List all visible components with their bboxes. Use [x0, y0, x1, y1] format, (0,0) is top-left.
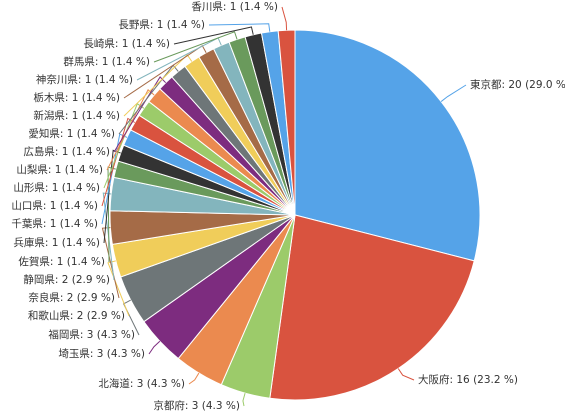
- label-name: 群馬県: [63, 55, 95, 68]
- label-name: 北海道: [98, 377, 130, 390]
- label-value: : 2 (2.9 %): [60, 292, 115, 304]
- label-name: 広島県: [23, 145, 55, 158]
- label-name: 愛知県: [28, 127, 60, 140]
- label-value: : 3 (4.3 %): [130, 378, 185, 390]
- label-name: 神奈川県: [36, 73, 78, 86]
- label-value: : 1 (1.4 %): [50, 256, 105, 268]
- label-value: : 1 (1.4 %): [65, 92, 120, 104]
- label-name: 長野県: [118, 19, 150, 31]
- label-name: 兵庫県: [13, 236, 45, 249]
- label-name: 静岡県: [23, 273, 55, 286]
- data-label: 栃木県: 1 (1.4 %): [33, 91, 120, 104]
- leader-line: [153, 31, 238, 63]
- leader-line: [113, 76, 167, 153]
- label-name: 香川県: [191, 1, 223, 13]
- leader-line: [281, 6, 288, 31]
- label-value: : 1 (1.4 %): [45, 237, 100, 249]
- label-name: 奈良県: [28, 291, 60, 304]
- label-value: : 2 (2.9 %): [55, 274, 110, 286]
- label-value: : 1 (1.4 %): [223, 1, 278, 13]
- label-value: : 1 (1.4 %): [95, 56, 150, 68]
- label-name: 千葉県: [11, 217, 43, 230]
- label-name: 和歌山県: [28, 309, 70, 322]
- leader-line: [148, 340, 161, 355]
- data-label: 京都府: 3 (4.3 %): [153, 399, 240, 412]
- data-label: 福岡県: 3 (4.3 %): [48, 328, 135, 341]
- data-label: 山口県: 1 (1.4 %): [11, 200, 98, 212]
- label-name: 新潟県: [33, 109, 65, 122]
- data-label: 和歌山県: 2 (2.9 %): [28, 309, 125, 322]
- label-value: : 1 (1.4 %): [65, 110, 120, 122]
- label-name: 山梨県: [16, 163, 48, 176]
- label-name: 埼玉県: [58, 347, 90, 360]
- data-label: 東京都: 20 (29.0 %): [470, 78, 565, 91]
- leader-line: [173, 26, 254, 45]
- label-value: : 1 (1.4 %): [115, 38, 170, 50]
- data-label: 大阪府: 16 (23.2 %): [418, 373, 518, 386]
- label-value: : 2 (2.9 %): [70, 310, 125, 322]
- data-label: 佐賀県: 1 (1.4 %): [18, 255, 105, 268]
- label-value: : 16 (23.2 %): [450, 374, 518, 386]
- label-value: : 1 (1.4 %): [55, 146, 110, 158]
- leader-line: [107, 260, 130, 317]
- label-value: : 1 (1.4 %): [60, 128, 115, 140]
- label-name: 佐賀県: [18, 255, 50, 268]
- label-value: : 1 (1.4 %): [45, 182, 100, 194]
- data-label: 長野県: 1 (1.4 %): [118, 19, 205, 31]
- label-name: 福岡県: [48, 328, 80, 341]
- label-value: : 1 (1.4 %): [78, 74, 133, 86]
- data-label: 埼玉県: 3 (4.3 %): [58, 347, 145, 360]
- label-value: : 3 (4.3 %): [185, 400, 240, 412]
- data-label: 千葉県: 1 (1.4 %): [11, 217, 98, 230]
- label-value: : 3 (4.3 %): [80, 329, 135, 341]
- leader-line: [440, 84, 467, 102]
- label-value: : 1 (1.4 %): [48, 164, 103, 176]
- data-label: 新潟県: 1 (1.4 %): [33, 109, 120, 122]
- pie-slice: [277, 29, 296, 216]
- label-value: : 1 (1.4 %): [43, 200, 98, 212]
- leader-line: [242, 393, 246, 407]
- label-name: 大阪府: [418, 373, 450, 386]
- label-name: 山形県: [13, 182, 45, 194]
- data-label: 奈良県: 2 (2.9 %): [28, 291, 115, 304]
- label-name: 京都府: [153, 399, 185, 412]
- leader-line: [208, 23, 271, 32]
- leader-line: [106, 89, 155, 171]
- data-label: 北海道: 3 (4.3 %): [98, 377, 185, 390]
- label-value: : 1 (1.4 %): [150, 19, 205, 31]
- label-value: : 1 (1.4 %): [43, 218, 98, 230]
- data-label: 山形県: 1 (1.4 %): [13, 182, 100, 194]
- data-label: 愛知県: 1 (1.4 %): [28, 127, 115, 140]
- data-label: 香川県: 1 (1.4 %): [191, 1, 278, 13]
- data-label: 群馬県: 1 (1.4 %): [63, 55, 150, 68]
- data-label: 静岡県: 2 (2.9 %): [23, 273, 110, 286]
- data-label: 兵庫県: 1 (1.4 %): [13, 236, 100, 249]
- label-value: : 20 (29.0 %): [502, 79, 565, 91]
- label-value: : 3 (4.3 %): [90, 348, 145, 360]
- label-name: 長崎県: [83, 37, 115, 50]
- data-label: 神奈川県: 1 (1.4 %): [36, 73, 133, 86]
- data-label: 長崎県: 1 (1.4 %): [83, 37, 170, 50]
- leader-line: [188, 372, 200, 385]
- label-name: 東京都: [470, 78, 502, 91]
- label-name: 山口県: [11, 200, 43, 212]
- leader-line: [397, 368, 415, 381]
- data-label: 広島県: 1 (1.4 %): [23, 145, 110, 158]
- leader-line: [123, 54, 193, 117]
- leader-line: [122, 299, 140, 336]
- label-name: 栃木県: [33, 91, 65, 104]
- data-label: 山梨県: 1 (1.4 %): [16, 163, 103, 176]
